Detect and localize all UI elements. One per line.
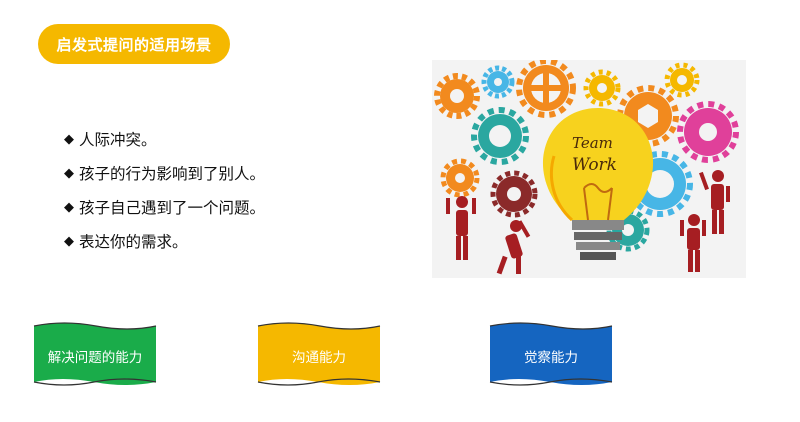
diamond-bullet-icon: ◆	[64, 199, 74, 215]
ability-card-problem-solving: 解决问题的能力	[32, 322, 158, 386]
teamwork-graphic: Team Work	[434, 58, 739, 275]
gear-icon	[677, 101, 739, 163]
person-icon	[699, 170, 730, 234]
list-item: ◆ 表达你的需求。	[64, 224, 265, 258]
title-banner: 启发式提问的适用场景	[38, 24, 230, 64]
ability-label: 觉察能力	[524, 350, 578, 366]
flag-shape	[489, 322, 613, 386]
gear-icon	[516, 58, 576, 118]
person-icon	[680, 214, 706, 272]
page-title: 启发式提问的适用场景	[56, 35, 212, 54]
diamond-bullet-icon: ◆	[64, 233, 74, 249]
gear-icon	[664, 62, 700, 98]
teamwork-illustration: Team Work	[432, 58, 746, 278]
gear-icon	[434, 73, 480, 119]
ability-card-communication: 沟通能力	[256, 322, 382, 386]
list-item-text: 孩子的行为影响到了别人。	[79, 165, 266, 183]
diamond-bullet-icon: ◆	[64, 131, 74, 147]
list-item-text: 表达你的需求。	[79, 233, 188, 251]
bulb-text-work: Work	[572, 155, 617, 175]
gear-icon	[583, 69, 621, 107]
person-icon	[446, 196, 476, 260]
gear-icon	[471, 107, 529, 165]
bulb-text-team: Team	[572, 134, 613, 152]
lightbulb-icon: Team Work	[542, 108, 654, 260]
flag-shape	[257, 322, 381, 386]
ability-label: 解决问题的能力	[47, 350, 143, 366]
ability-card-awareness: 觉察能力	[488, 322, 614, 386]
list-item: ◆ 孩子的行为影响到了别人。	[64, 156, 265, 190]
list-item-text: 孩子自己遇到了一个问题。	[79, 199, 266, 217]
gear-icon	[440, 158, 480, 198]
list-item: ◆ 孩子自己遇到了一个问题。	[64, 190, 265, 224]
ability-label: 沟通能力	[292, 350, 346, 366]
person-icon	[496, 220, 531, 275]
flag-shape	[33, 322, 157, 386]
list-item: ◆ 人际冲突。	[64, 122, 265, 156]
list-item-text: 人际冲突。	[79, 131, 157, 149]
diamond-bullet-icon: ◆	[64, 165, 74, 181]
scenario-list: ◆ 人际冲突。 ◆ 孩子的行为影响到了别人。 ◆ 孩子自己遇到了一个问题。 ◆ 表达你的…	[64, 122, 265, 258]
gear-icon	[481, 65, 515, 99]
gear-icon	[490, 170, 538, 218]
